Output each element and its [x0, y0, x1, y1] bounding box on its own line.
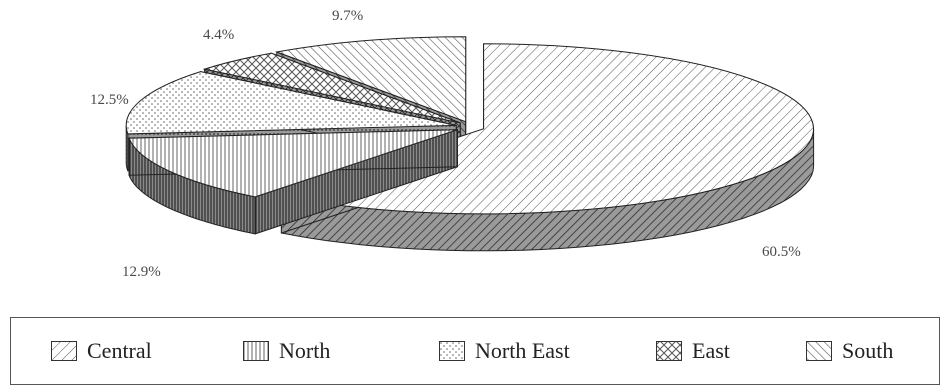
slice-label-north: 12.9% [122, 264, 161, 280]
legend-swatch-east [656, 341, 682, 361]
legend-swatch-north-east [439, 341, 465, 361]
slice-label-east: 4.4% [203, 27, 235, 43]
legend-label-north-east: North East [475, 338, 570, 363]
slice-label-north-east: 12.5% [90, 92, 129, 108]
pie-slice-top-east [202, 52, 461, 124]
legend-swatch-south [806, 341, 832, 361]
legend-label-north: North [279, 338, 331, 363]
slice-label-south: 9.7% [332, 8, 364, 24]
legend-label-south: South [842, 338, 894, 363]
pie-chart [125, 36, 815, 252]
legend-item-south: South [806, 338, 893, 364]
legend-item-central: Central [51, 338, 152, 364]
legend-swatch-central [51, 341, 77, 361]
legend-swatch-north [243, 341, 269, 361]
chart-legend: Central North North East East South [10, 317, 940, 385]
pie-slice-north [128, 129, 458, 235]
pie-slice-top-north-east [125, 71, 457, 135]
pie-slice-top-north [128, 129, 458, 198]
legend-label-east: East [692, 338, 730, 363]
legend-item-north: North [243, 338, 330, 364]
legend-label-central: Central [87, 338, 152, 363]
slice-label-central: 60.5% [762, 244, 801, 260]
legend-item-north-east: North East [439, 338, 570, 364]
pie-slice-top-south [274, 36, 467, 123]
legend-item-east: East [656, 338, 730, 364]
